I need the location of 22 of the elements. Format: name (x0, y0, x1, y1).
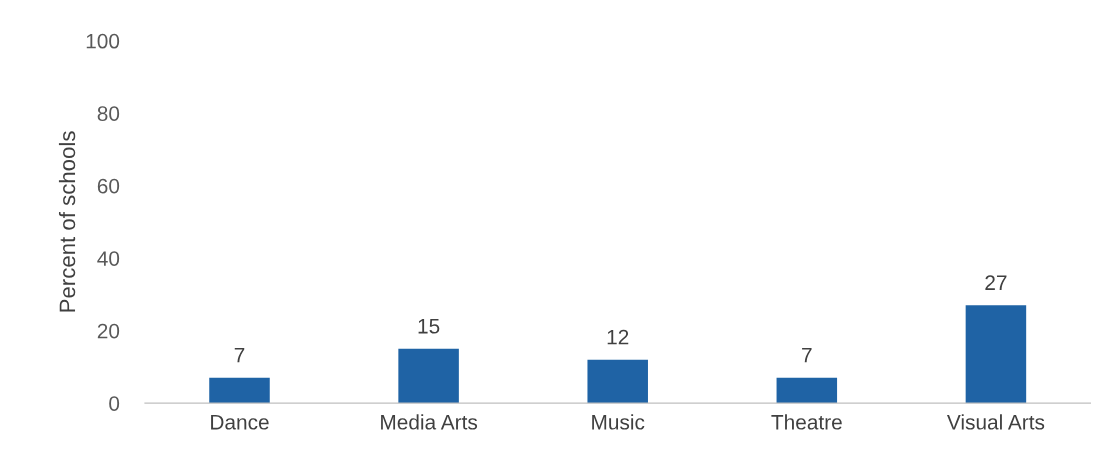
x-tick-label: Theatre (771, 414, 842, 430)
bar (965, 305, 1027, 404)
y-tick-label: 80 (97, 106, 120, 121)
data-label: 12 (607, 329, 629, 345)
data-label: 7 (234, 348, 245, 363)
data-label: 15 (418, 319, 440, 334)
y-tick-label: 20 (97, 323, 120, 339)
bar (209, 377, 270, 404)
y-tick-label: 40 (97, 251, 120, 266)
y-tick-label: 60 (97, 178, 120, 194)
data-label: 27 (985, 275, 1007, 290)
data-label: 7 (802, 348, 812, 363)
y-tick-label: 100 (86, 33, 120, 49)
x-tick-label: Visual Arts (946, 414, 1045, 430)
y-tick-label: 0 (109, 396, 120, 411)
y-axis-title: Percent of schools (58, 131, 76, 312)
bar (776, 377, 838, 404)
bar (587, 359, 648, 404)
x-tick-label: Music (592, 414, 645, 430)
x-tick-label: Media Arts (381, 414, 478, 430)
bar (398, 348, 459, 404)
x-tick-label: Dance (211, 415, 269, 430)
